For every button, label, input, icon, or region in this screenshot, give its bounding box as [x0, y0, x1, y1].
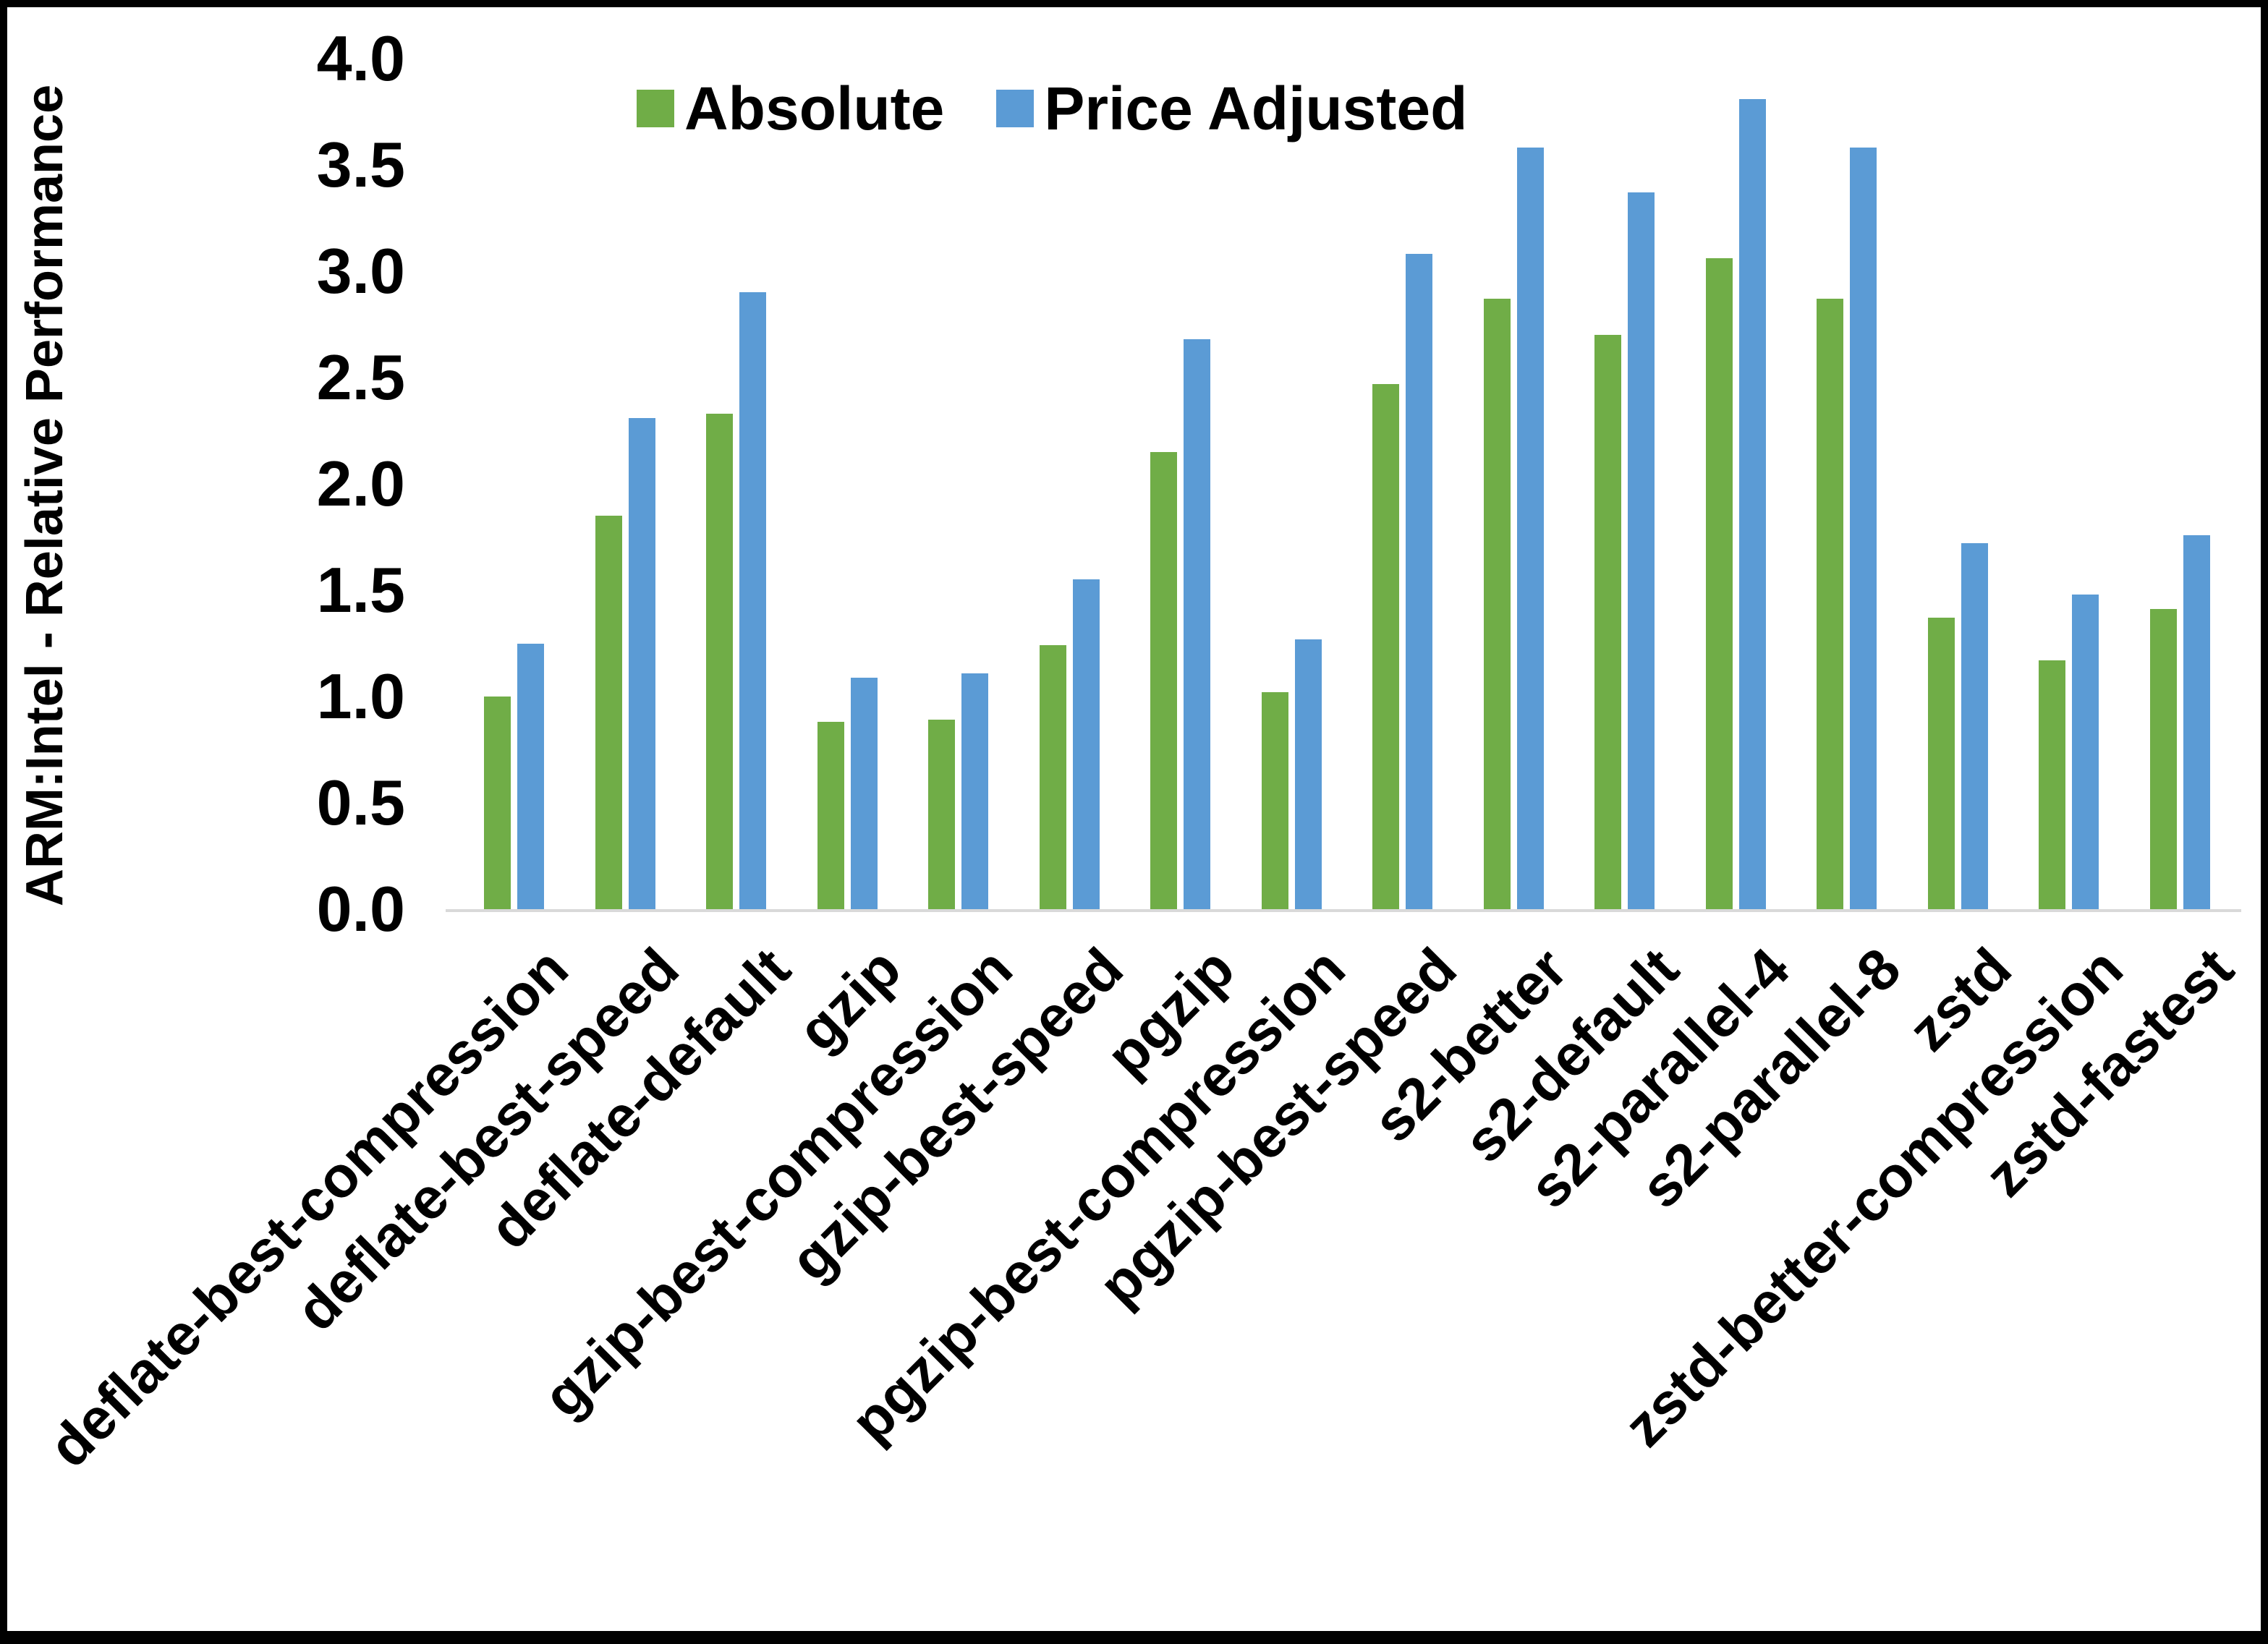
bar-group	[2013, 59, 2124, 909]
legend-swatch-price-adjusted	[996, 90, 1035, 127]
bar-absolute	[2149, 609, 2177, 909]
bar-absolute	[1261, 692, 1288, 909]
bar-group	[1569, 59, 1680, 909]
bar-price-adjusted	[1738, 98, 1766, 909]
frame-border-left	[0, 0, 7, 1644]
bar-absolute	[595, 516, 622, 909]
y-tick-label: 2.0	[316, 448, 405, 519]
bar-price-adjusted	[1516, 148, 1544, 909]
bar-group	[570, 59, 681, 909]
legend: Absolute Price Adjusted	[637, 78, 1467, 139]
bar-price-adjusted	[2183, 534, 2210, 909]
bar-absolute	[2039, 660, 2065, 909]
bar-absolute	[1372, 383, 1399, 909]
bar-price-adjusted	[1850, 148, 1877, 909]
plot-area	[459, 59, 2235, 909]
bar-group	[681, 59, 791, 909]
x-axis-baseline	[446, 909, 2241, 912]
bar-absolute	[484, 697, 511, 909]
frame-border-bottom	[0, 1631, 2268, 1644]
legend-label: Absolute	[684, 74, 945, 142]
bar-price-adjusted	[1184, 339, 1210, 909]
bar-absolute	[928, 720, 955, 909]
y-axis-title: ARM:Intel - Relative Performance	[16, 84, 74, 907]
y-tick-label: 1.0	[316, 660, 405, 732]
bar-group	[1791, 59, 1902, 909]
bar-group	[903, 59, 1014, 909]
bar-group	[1125, 59, 1236, 909]
bar-price-adjusted	[628, 417, 655, 909]
bar-group	[1347, 59, 1458, 909]
bar-absolute	[1483, 299, 1511, 909]
bar-price-adjusted	[1628, 192, 1655, 909]
bar-absolute	[1594, 335, 1621, 909]
frame-border-top	[0, 0, 2268, 7]
legend-label: Price Adjusted	[1044, 74, 1468, 142]
bar-group	[792, 59, 903, 909]
y-tick-label: 0.0	[316, 873, 405, 945]
bar-group	[1458, 59, 1569, 909]
y-tick-label: 1.5	[316, 554, 405, 626]
y-tick-label: 2.5	[316, 341, 405, 413]
y-tick-label: 0.5	[316, 767, 405, 838]
bar-group	[1903, 59, 2013, 909]
bar-price-adjusted	[2072, 594, 2099, 909]
bar-group	[2125, 59, 2235, 909]
bar-group	[1681, 59, 1791, 909]
bar-price-adjusted	[1072, 579, 1100, 909]
bar-price-adjusted	[517, 643, 544, 909]
y-tick-label: 3.0	[316, 235, 405, 307]
y-tick-label: 4.0	[316, 22, 405, 94]
bar-price-adjusted	[1294, 639, 1322, 909]
y-tick-label: 3.5	[316, 129, 405, 200]
bar-absolute	[1927, 618, 1955, 909]
bar-absolute	[1817, 299, 1843, 909]
bar-price-adjusted	[850, 677, 878, 909]
bar-price-adjusted	[1961, 543, 1988, 909]
bar-absolute	[706, 413, 733, 909]
bar-absolute	[1705, 258, 1733, 909]
bar-absolute	[817, 722, 844, 909]
bar-price-adjusted	[739, 292, 766, 909]
bar-absolute	[1039, 645, 1066, 909]
bar-absolute	[1150, 451, 1177, 909]
bar-price-adjusted	[1406, 254, 1432, 909]
frame-border-right	[2261, 0, 2268, 1644]
bar-price-adjusted	[961, 673, 988, 909]
legend-item: Absolute	[637, 78, 944, 139]
bar-group	[459, 59, 569, 909]
bar-group	[1014, 59, 1125, 909]
bar-group	[1236, 59, 1347, 909]
legend-item: Price Adjusted	[996, 78, 1467, 139]
legend-swatch-absolute	[637, 90, 674, 127]
